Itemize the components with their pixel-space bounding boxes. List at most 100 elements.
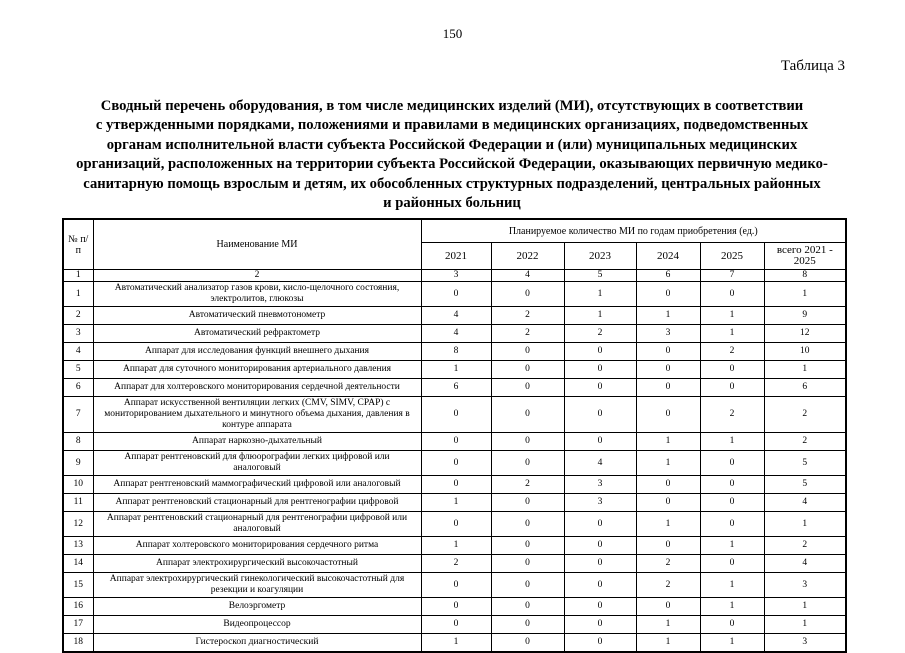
row-number-cell: 11 xyxy=(62,493,94,512)
column-header-year: всего 2021 - 2025 xyxy=(763,242,847,270)
quantity-cell: 0 xyxy=(563,511,637,537)
column-group-header-planned-quantity: Планируемое количество МИ по годам приоб… xyxy=(420,218,847,243)
quantity-cell: 1 xyxy=(699,432,765,451)
column-number-cell: 2 xyxy=(92,269,422,282)
row-number-cell: 1 xyxy=(62,281,94,307)
quantity-cell: 0 xyxy=(490,450,565,476)
quantity-cell: 3 xyxy=(763,633,847,653)
quantity-cell: 1 xyxy=(420,633,492,653)
row-number-cell: 17 xyxy=(62,615,94,634)
table-row: 2 Автоматический пневмотонометр 4 2 1 1 1 9 xyxy=(62,306,847,325)
mi-name-cell: Аппарат искусственной вентиляции легких … xyxy=(92,396,422,433)
quantity-cell: 2 xyxy=(563,324,637,343)
mi-name-cell: Аппарат рентгеновский маммографический ц… xyxy=(92,475,422,494)
quantity-cell: 1 xyxy=(563,281,637,307)
quantity-cell: 0 xyxy=(563,432,637,451)
table-row: 11 Аппарат рентгеновский стационарный для… xyxy=(62,493,847,512)
column-header-year: 2021 xyxy=(420,242,492,270)
row-number-cell: 9 xyxy=(62,450,94,476)
quantity-cell: 0 xyxy=(420,475,492,494)
quantity-cell: 1 xyxy=(635,633,701,653)
mi-name-cell: Аппарат для исследования функций внешнег… xyxy=(92,342,422,361)
quantity-cell: 1 xyxy=(635,306,701,325)
mi-name-cell: Аппарат электрохирургический гинекологич… xyxy=(92,572,422,598)
quantity-cell: 3 xyxy=(763,572,847,598)
row-number-cell: 14 xyxy=(62,554,94,573)
column-number-cell: 5 xyxy=(563,269,637,282)
quantity-cell: 3 xyxy=(635,324,701,343)
quantity-cell: 0 xyxy=(635,281,701,307)
quantity-cell: 0 xyxy=(490,511,565,537)
quantity-cell: 2 xyxy=(420,554,492,573)
quantity-cell: 0 xyxy=(563,378,637,397)
quantity-cell: 0 xyxy=(563,615,637,634)
quantity-cell: 0 xyxy=(490,360,565,379)
quantity-cell: 0 xyxy=(490,493,565,512)
quantity-cell: 1 xyxy=(763,360,847,379)
column-number-cell: 4 xyxy=(490,269,565,282)
column-number-cell: 7 xyxy=(699,269,765,282)
quantity-cell: 0 xyxy=(635,360,701,379)
quantity-cell: 1 xyxy=(635,432,701,451)
quantity-cell: 0 xyxy=(699,450,765,476)
row-number-cell: 5 xyxy=(62,360,94,379)
quantity-cell: 1 xyxy=(635,615,701,634)
table-row: 7 Аппарат искусственной вентиляции легких… xyxy=(62,396,847,433)
quantity-cell: 2 xyxy=(490,475,565,494)
column-number-cell: 3 xyxy=(420,269,492,282)
quantity-cell: 0 xyxy=(490,342,565,361)
table-row: 16 Велоэргометр 0 0 0 0 1 1 xyxy=(62,597,847,616)
quantity-cell: 0 xyxy=(420,281,492,307)
page-number: 150 xyxy=(442,26,463,41)
quantity-cell: 0 xyxy=(563,342,637,361)
mi-name-cell: Автоматический анализатор газов крови, к… xyxy=(92,281,422,307)
table-row: 6 Аппарат для холтеровского мониторирован… xyxy=(62,378,847,397)
row-number-cell: 8 xyxy=(62,432,94,451)
quantity-cell: 0 xyxy=(635,493,701,512)
mi-name-cell: Аппарат электрохирургический высокочасто… xyxy=(92,554,422,573)
table-row: 10 Аппарат рентгеновский маммографический… xyxy=(62,475,847,494)
mi-name-cell: Аппарат наркозно-дыхательный xyxy=(92,432,422,451)
quantity-cell: 0 xyxy=(490,396,565,433)
table-row: 5 Аппарат для суточного мониторирования а… xyxy=(62,360,847,379)
quantity-cell: 0 xyxy=(563,597,637,616)
quantity-cell: 0 xyxy=(420,615,492,634)
quantity-cell: 0 xyxy=(699,360,765,379)
table-row: 8 Аппарат наркозно-дыхательный 0 0 0 1 1 2 xyxy=(62,432,847,451)
quantity-cell: 0 xyxy=(699,493,765,512)
document-title: Сводный перечень оборудования, в том чис… xyxy=(76,98,828,212)
quantity-cell: 0 xyxy=(490,572,565,598)
quantity-cell: 1 xyxy=(763,511,847,537)
quantity-cell: 0 xyxy=(420,597,492,616)
quantity-cell: 8 xyxy=(420,342,492,361)
mi-name-cell: Аппарат рентгеновский для флюорографии л… xyxy=(92,450,422,476)
row-number-cell: 15 xyxy=(62,572,94,598)
quantity-cell: 3 xyxy=(563,493,637,512)
table-row: 4 Аппарат для исследования функций внешне… xyxy=(62,342,847,361)
quantity-cell: 9 xyxy=(763,306,847,325)
quantity-cell: 1 xyxy=(763,615,847,634)
quantity-cell: 0 xyxy=(420,572,492,598)
mi-name-cell: Гистероскоп диагностический xyxy=(92,633,422,653)
table-row: 9 Аппарат рентгеновский для флюорографии … xyxy=(62,450,847,476)
quantity-cell: 10 xyxy=(763,342,847,361)
quantity-cell: 1 xyxy=(699,572,765,598)
quantity-cell: 0 xyxy=(635,396,701,433)
row-number-cell: 16 xyxy=(62,597,94,616)
row-number-cell: 6 xyxy=(62,378,94,397)
quantity-cell: 1 xyxy=(699,306,765,325)
mi-name-cell: Автоматический пневмотонометр xyxy=(92,306,422,325)
quantity-cell: 0 xyxy=(699,615,765,634)
quantity-cell: 0 xyxy=(563,572,637,598)
quantity-cell: 0 xyxy=(699,378,765,397)
mi-name-cell: Аппарат рентгеновский стационарный для р… xyxy=(92,493,422,512)
quantity-cell: 3 xyxy=(563,475,637,494)
column-number-cell: 8 xyxy=(763,269,847,282)
quantity-cell: 0 xyxy=(699,554,765,573)
quantity-cell: 1 xyxy=(635,450,701,476)
quantity-cell: 2 xyxy=(635,572,701,598)
quantity-cell: 0 xyxy=(699,281,765,307)
quantity-cell: 2 xyxy=(763,396,847,433)
quantity-cell: 1 xyxy=(699,633,765,653)
